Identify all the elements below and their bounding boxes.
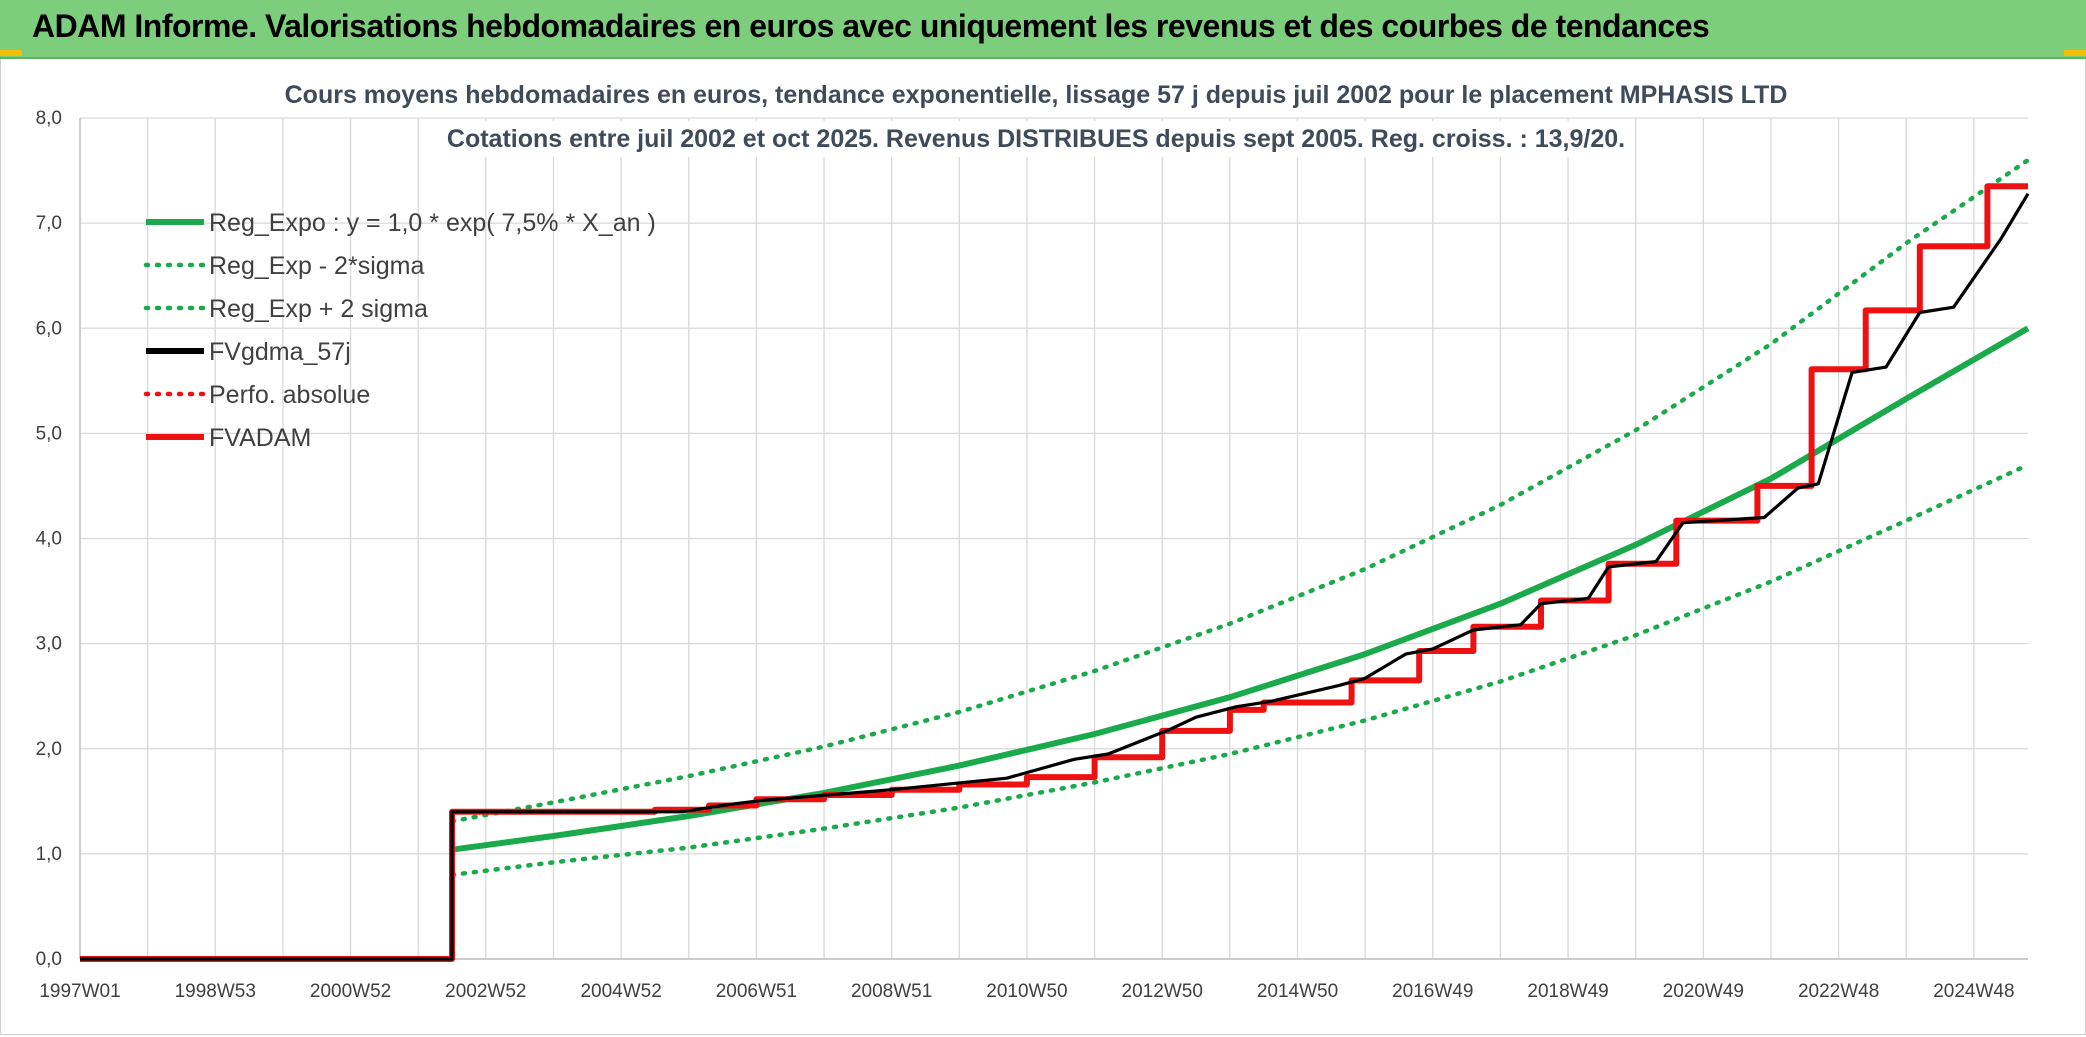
- corner-marker-left: [0, 50, 22, 56]
- series-line: [449, 157, 2031, 824]
- x-tick-label: 1997W01: [39, 981, 120, 1002]
- x-tick-label: 2014W50: [1257, 981, 1338, 1002]
- legend: Reg_Expo : y = 1,0 * exp( 7,5% * X_an ) R…: [143, 209, 656, 452]
- x-tick-label: 2000W52: [310, 981, 391, 1002]
- y-tick-label: 1,0: [36, 844, 62, 865]
- legend-label: Reg_Exp + 2 sigma: [209, 295, 428, 323]
- chart-title: Cours moyens hebdomadaires en euros, ten…: [285, 81, 1788, 109]
- x-tick-label: 2008W51: [851, 981, 932, 1002]
- series-line: [451, 325, 2030, 853]
- x-tick-label: 1998W53: [175, 981, 256, 1002]
- line-chart: 0,0 1,0 2,0 3,0 4,0 5,0 6,0 7,0 8,0 1997W01 1998W5…: [36, 77, 2031, 1002]
- series-lines: [80, 157, 2031, 962]
- x-tick-label: 2018W49: [1527, 981, 1608, 1002]
- x-tick-label: 2024W48: [1933, 981, 2014, 1002]
- legend-label: Reg_Exp - 2*sigma: [209, 252, 424, 280]
- y-tick-label: 5,0: [36, 423, 62, 444]
- x-tick-label: 2006W51: [716, 981, 797, 1002]
- legend-label: Perfo. absolue: [209, 381, 370, 409]
- y-tick-label: 6,0: [36, 318, 62, 339]
- x-tick-label: 2020W49: [1663, 981, 1744, 1002]
- x-tick-label: 2004W52: [580, 981, 661, 1002]
- series-line: [449, 462, 2031, 878]
- x-tick-label: 2016W49: [1392, 981, 1473, 1002]
- corner-marker-right: [2064, 50, 2086, 56]
- y-tick-label: 4,0: [36, 529, 62, 550]
- axes: 0,0 1,0 2,0 3,0 4,0 5,0 6,0 7,0 8,0 1997W01 1998W5…: [36, 108, 2028, 1002]
- y-tick-label: 2,0: [36, 739, 62, 760]
- chart-area: 0,0 1,0 2,0 3,0 4,0 5,0 6,0 7,0 8,0 1997W01 1998W5…: [0, 59, 2086, 1035]
- x-tick-label: 2012W50: [1122, 981, 1203, 1002]
- title-background: [326, 77, 1746, 157]
- chart-subtitle: Cotations entre juil 2002 et oct 2025. R…: [447, 125, 1625, 153]
- y-tick-label: 3,0: [36, 634, 62, 655]
- series-line: [80, 192, 2030, 961]
- legend-label: FVgdma_57j: [209, 338, 351, 366]
- y-tick-label: 8,0: [36, 108, 62, 129]
- x-tick-label: 2002W52: [445, 981, 526, 1002]
- y-tick-label: 0,0: [36, 949, 62, 970]
- header-banner: ADAM Informe. Valorisations hebdomadaire…: [0, 0, 2086, 59]
- grid: [79, 117, 2028, 960]
- y-tick-label: 7,0: [36, 213, 62, 234]
- legend-label: Reg_Expo : y = 1,0 * exp( 7,5% * X_an ): [209, 209, 656, 237]
- x-tick-label: 2022W48: [1798, 981, 1879, 1002]
- x-tick-label: 2010W50: [986, 981, 1067, 1002]
- page-title: ADAM Informe. Valorisations hebdomadaire…: [32, 8, 1710, 44]
- legend-label: FVADAM: [209, 424, 311, 452]
